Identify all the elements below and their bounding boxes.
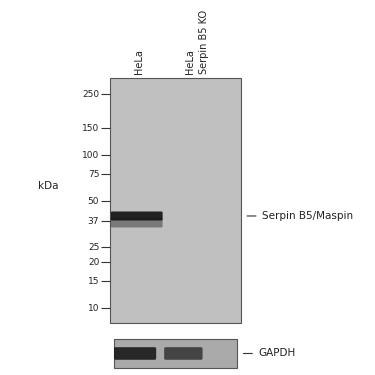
Text: 10: 10 [88, 303, 99, 312]
Text: GAPDH: GAPDH [259, 348, 296, 358]
Text: 150: 150 [82, 124, 99, 133]
Text: HeLa: HeLa [185, 50, 195, 74]
Text: Serpin B5 KO: Serpin B5 KO [199, 10, 209, 74]
Text: 100: 100 [82, 151, 99, 160]
Text: 25: 25 [88, 243, 99, 252]
Text: 250: 250 [82, 90, 99, 99]
Text: HeLa: HeLa [134, 50, 144, 74]
FancyBboxPatch shape [110, 78, 241, 323]
FancyBboxPatch shape [111, 211, 163, 220]
Text: 20: 20 [88, 258, 99, 267]
Text: 75: 75 [88, 170, 99, 179]
FancyBboxPatch shape [114, 347, 156, 360]
Text: kDa: kDa [38, 182, 59, 191]
FancyBboxPatch shape [111, 217, 163, 228]
Text: Serpin B5/Maspin: Serpin B5/Maspin [262, 211, 354, 221]
Text: 37: 37 [88, 217, 99, 226]
Text: 50: 50 [88, 196, 99, 206]
Text: 15: 15 [88, 277, 99, 286]
FancyBboxPatch shape [164, 347, 202, 360]
FancyBboxPatch shape [114, 339, 237, 368]
